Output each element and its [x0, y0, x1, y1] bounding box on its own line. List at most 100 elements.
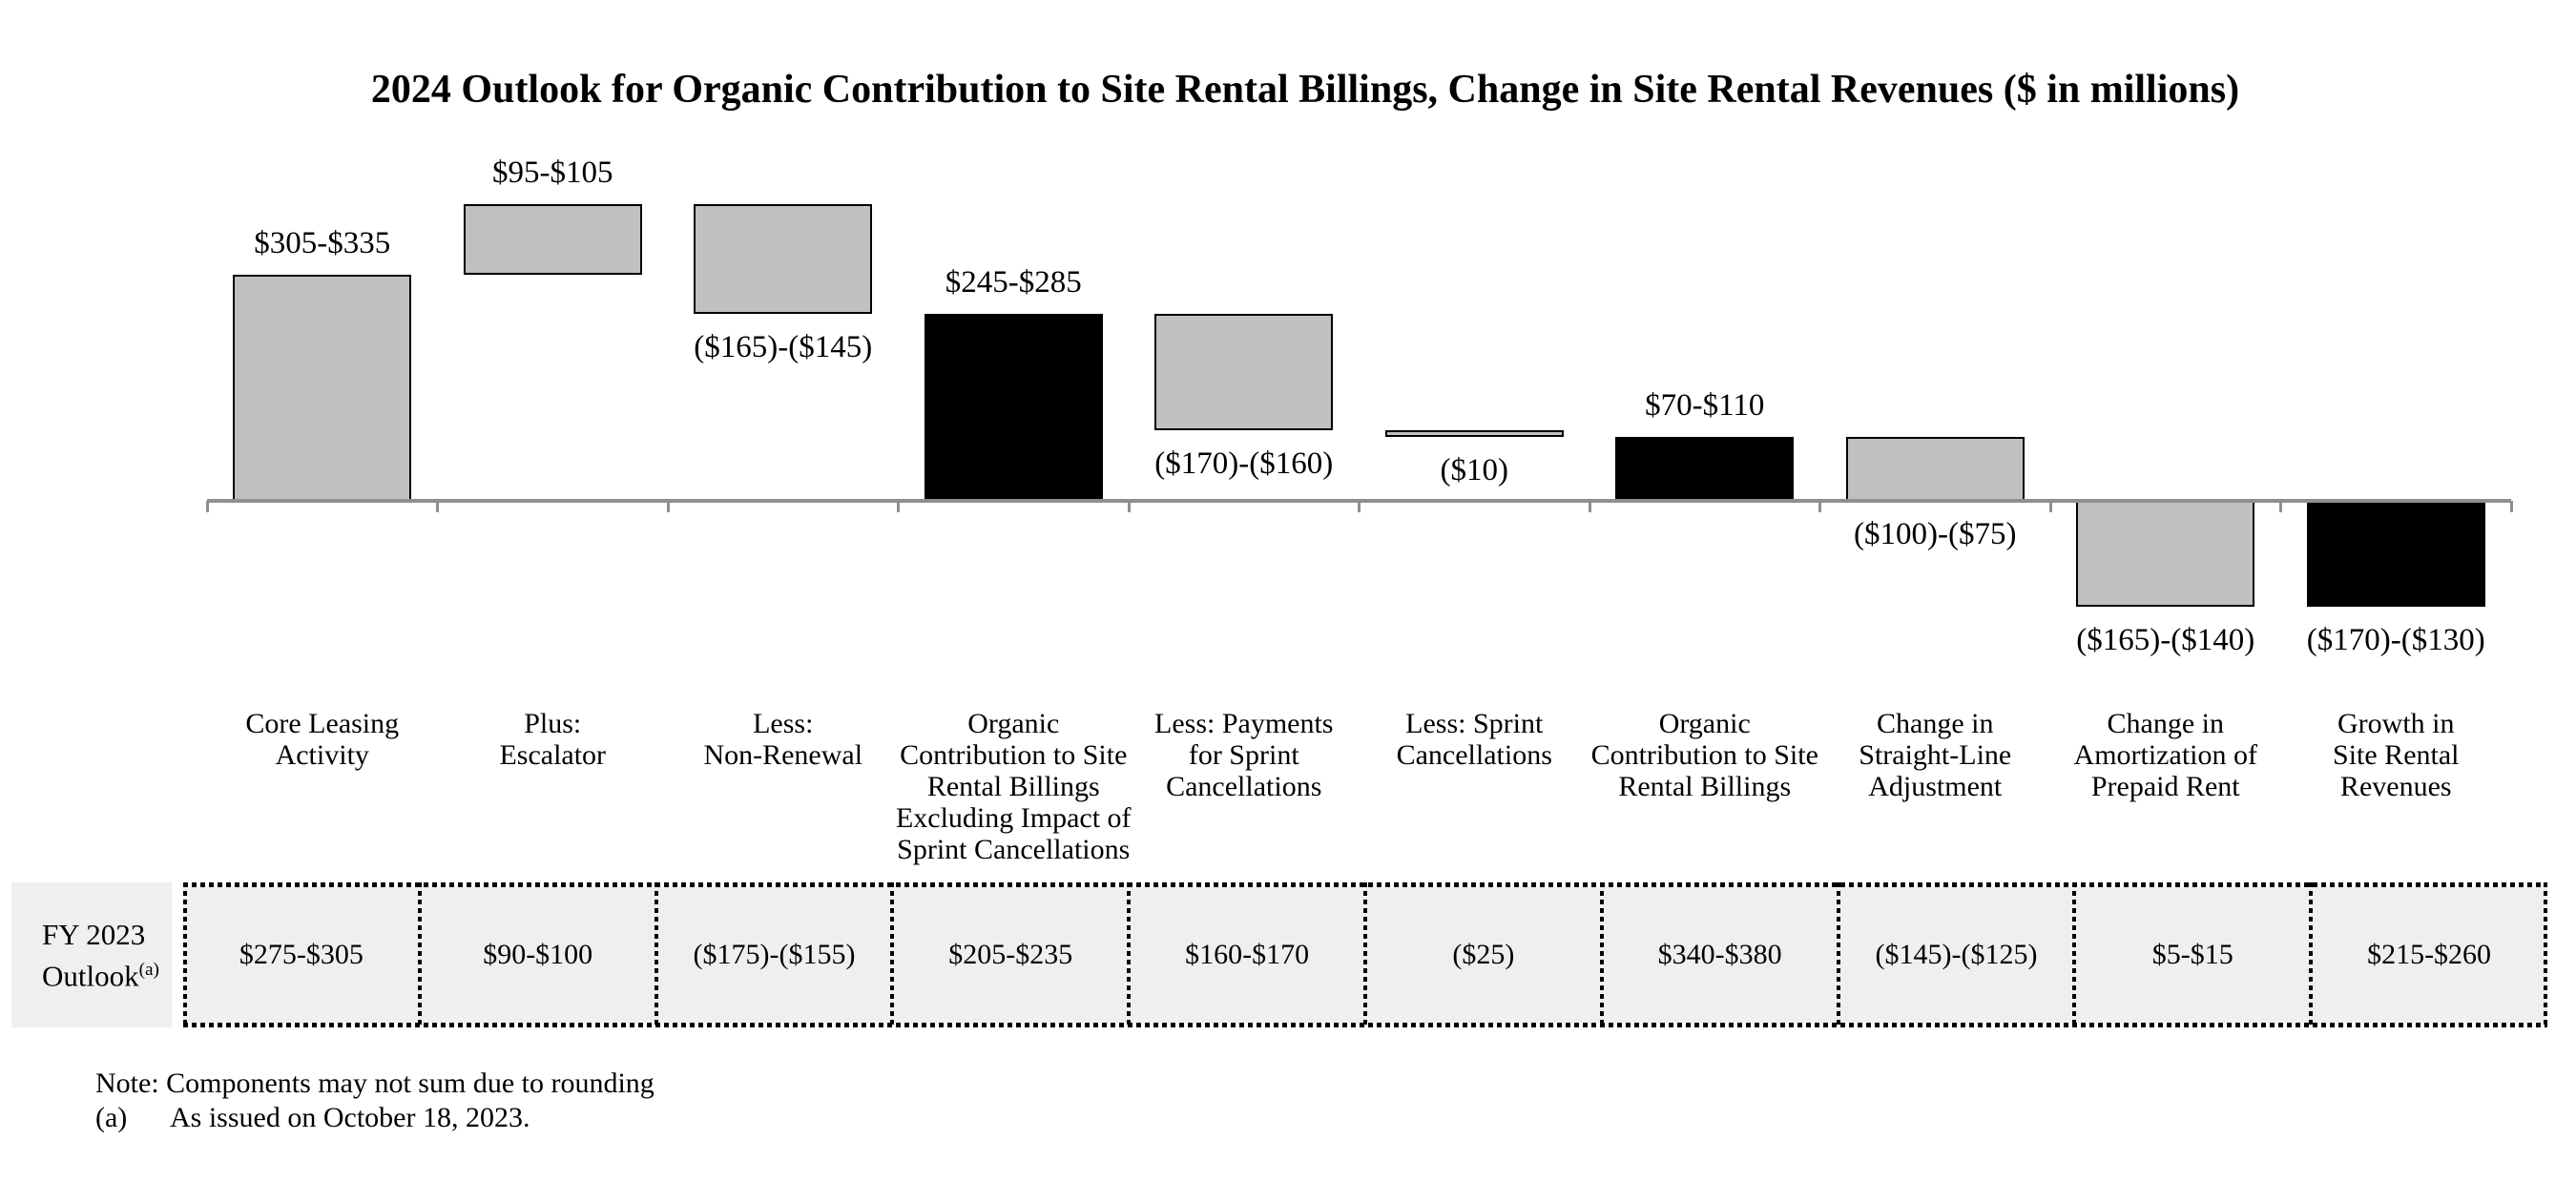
category-label-less-sprint-cancellations: Less: Sprint Cancellations [1397, 708, 1552, 771]
category-label-line: Growth in [2337, 708, 2455, 739]
category-label-line: Contribution to Site [900, 739, 1128, 771]
table-column-divider [2072, 882, 2077, 1027]
bar-organic-contribution-to-site-rental-billings-excluding-impact-of-sprint-cancellations [924, 313, 1103, 501]
axis-tick [897, 501, 900, 512]
category-label-line: for Sprint [1188, 739, 1299, 771]
category-label-line: Rental Billings [926, 771, 1100, 802]
category-label-line: Organic [1658, 708, 1751, 739]
value-label-core-leasing-activity: $305-$335 [254, 226, 391, 260]
axis-tick [2509, 501, 2513, 512]
footnote-a-text: As issued on October 18, 2023. [170, 1102, 530, 1133]
fy2023-cell-plus-escalator: $90-$100 [419, 887, 656, 1023]
bar-plus-escalator [463, 203, 642, 275]
category-label-line: Contribution to Site [1590, 739, 1818, 771]
category-label-line: Adjustment [1868, 771, 2003, 802]
category-label-line: Change in [2107, 708, 2224, 739]
table-column-divider [1127, 882, 1132, 1027]
fy2023-outlook-table: $275-$305 $90-$100 ($175)-($155) $205-$235 $… [183, 882, 2547, 1027]
value-label-less-sprint-cancellations: ($10) [1440, 453, 1508, 488]
category-label-change-in-straight-line-adjustment: Change in Straight-Line Adjustment [1859, 708, 2011, 802]
value-label-less-non-renewal: ($165)-($145) [694, 329, 873, 364]
bar-less-sprint-cancellations [1384, 429, 1564, 438]
bar-change-in-amortization-of-prepaid-rent [2076, 499, 2255, 608]
fy2023-cell-less-payments-for-sprint-cancellations: $160-$170 [1129, 887, 1365, 1023]
axis-tick [666, 501, 670, 512]
value-label-change-in-straight-line-adjustment: ($100)-($75) [1854, 517, 2017, 551]
axis-tick [436, 501, 439, 512]
fy2023-header-line1: FY 2023 [42, 917, 146, 951]
footnote-superscript: (a) [138, 959, 159, 980]
category-label-less-payments-for-sprint-cancellations: Less: Payments for Sprint Cancellations [1154, 708, 1334, 802]
value-label-plus-escalator: $95-$105 [492, 155, 613, 190]
category-label-line: Plus: [524, 708, 582, 739]
axis-tick [1127, 501, 1131, 512]
fy2023-cell-change-in-straight-line-adjustment: ($145)-($125) [1838, 887, 2075, 1023]
category-label-line: Cancellations [1166, 771, 1322, 802]
category-label-line: Sprint Cancellations [897, 834, 1131, 865]
fy2023-cell-less-sprint-cancellations: ($25) [1364, 887, 1602, 1023]
table-column-divider [417, 882, 422, 1027]
category-label-growth-in-site-rental-revenues: Growth in Site Rental Revenues [2333, 708, 2459, 802]
axis-tick [2048, 501, 2052, 512]
fy2023-values-row: $275-$305 $90-$100 ($175)-($155) $205-$235 $… [183, 887, 2547, 1023]
bar-growth-in-site-rental-revenues [2306, 501, 2485, 608]
category-label-line: Amortization of [2073, 739, 2257, 771]
fy2023-outlook-row-header: FY 2023 Outlook(a) [11, 882, 172, 1027]
category-label-line: Organic [967, 708, 1060, 739]
category-label-line: Less: Sprint [1405, 708, 1544, 739]
value-label-growth-in-site-rental-revenues: ($170)-($130) [2306, 623, 2485, 658]
chart-title: 2024 Outlook for Organic Contribution to… [370, 68, 2240, 112]
category-label-less-non-renewal: Less: Non-Renewal [703, 708, 862, 771]
table-column-divider [2309, 882, 2314, 1027]
table-column-divider [1836, 882, 1840, 1027]
footnote-a: (a) As issued on October 18, 2023. [95, 1101, 654, 1135]
bar-core-leasing-activity [233, 275, 412, 501]
category-label-line: Prepaid Rent [2090, 771, 2240, 802]
axis-tick [1818, 501, 1821, 512]
bar-less-non-renewal [694, 203, 873, 314]
category-label-line: Core Leasing [245, 708, 400, 739]
category-label-core-leasing-activity: Core Leasing Activity [245, 708, 399, 771]
category-label-change-in-amortization-of-prepaid-rent: Change in Amortization of Prepaid Rent [2074, 708, 2257, 802]
category-label-line: Non-Renewal [703, 739, 863, 771]
table-column-divider [1363, 882, 1367, 1027]
axis-tick [205, 501, 209, 512]
bar-organic-contribution-to-site-rental-billings [1615, 437, 1795, 501]
value-label-change-in-amortization-of-prepaid-rent: ($165)-($140) [2076, 623, 2255, 658]
category-label-line: Less: [753, 708, 814, 739]
bar-less-payments-for-sprint-cancellations [1154, 313, 1334, 430]
category-label-organic-contribution-to-site-rental-billings-excluding-impact-of-sprint-cancellations: Organic Contribution to Site Rental Billin… [896, 708, 1132, 865]
table-column-divider [1599, 882, 1604, 1027]
footnote-rounding: Note: Components may not sum due to roun… [95, 1067, 654, 1099]
category-label-line: Activity [275, 739, 369, 771]
value-label-less-payments-for-sprint-cancellations: ($170)-($160) [1154, 446, 1334, 481]
fy2023-header-line2: Outlook(a) [42, 959, 159, 993]
category-label-line: Change in [1877, 708, 1994, 739]
table-border-right [2544, 882, 2547, 1027]
category-label-organic-contribution-to-site-rental-billings: Organic Contribution to Site Rental Billin… [1591, 708, 1818, 802]
fy2023-cell-core-leasing-activity: $275-$305 [183, 887, 420, 1023]
category-label-line: Revenues [2339, 771, 2452, 802]
fy2023-cell-organic-contribution-to-site-rental-billings: $340-$380 [1601, 887, 1839, 1023]
value-label-organic-contribution-to-site-rental-billings: $70-$110 [1645, 388, 1765, 424]
fy2023-cell-growth-in-site-rental-revenues: $215-$260 [2311, 887, 2547, 1023]
table-column-divider [890, 882, 895, 1027]
category-label-line: Less: Payments [1154, 708, 1334, 739]
category-label-plus-escalator: Plus: Escalator [499, 708, 606, 771]
category-label-line: Site Rental [2333, 739, 2460, 771]
category-label-line: Excluding Impact of [895, 802, 1132, 834]
axis-tick [1358, 501, 1361, 512]
category-label-line: Escalator [499, 739, 607, 771]
table-column-divider [654, 882, 658, 1027]
fy2023-cell-change-in-amortization-of-prepaid-rent: $5-$15 [2074, 887, 2312, 1023]
footnotes: Note: Components may not sum due to roun… [95, 1067, 654, 1135]
bar-change-in-straight-line-adjustment [1845, 437, 2025, 501]
table-border-left [183, 882, 187, 1027]
footnote-a-marker: (a) [95, 1102, 128, 1133]
fy2023-cell-organic-contribution-to-site-rental-billings-excluding-impact-of-sprint-cancellations: $205-$235 [892, 887, 1130, 1023]
category-label-line: Cancellations [1396, 739, 1552, 771]
fy2023-cell-less-non-renewal: ($175)-($155) [655, 887, 893, 1023]
value-label-organic-contribution-to-site-rental-billings-excluding-impact-of-sprint-cancellations: $245-$285 [945, 264, 1082, 300]
axis-tick [2279, 501, 2282, 512]
